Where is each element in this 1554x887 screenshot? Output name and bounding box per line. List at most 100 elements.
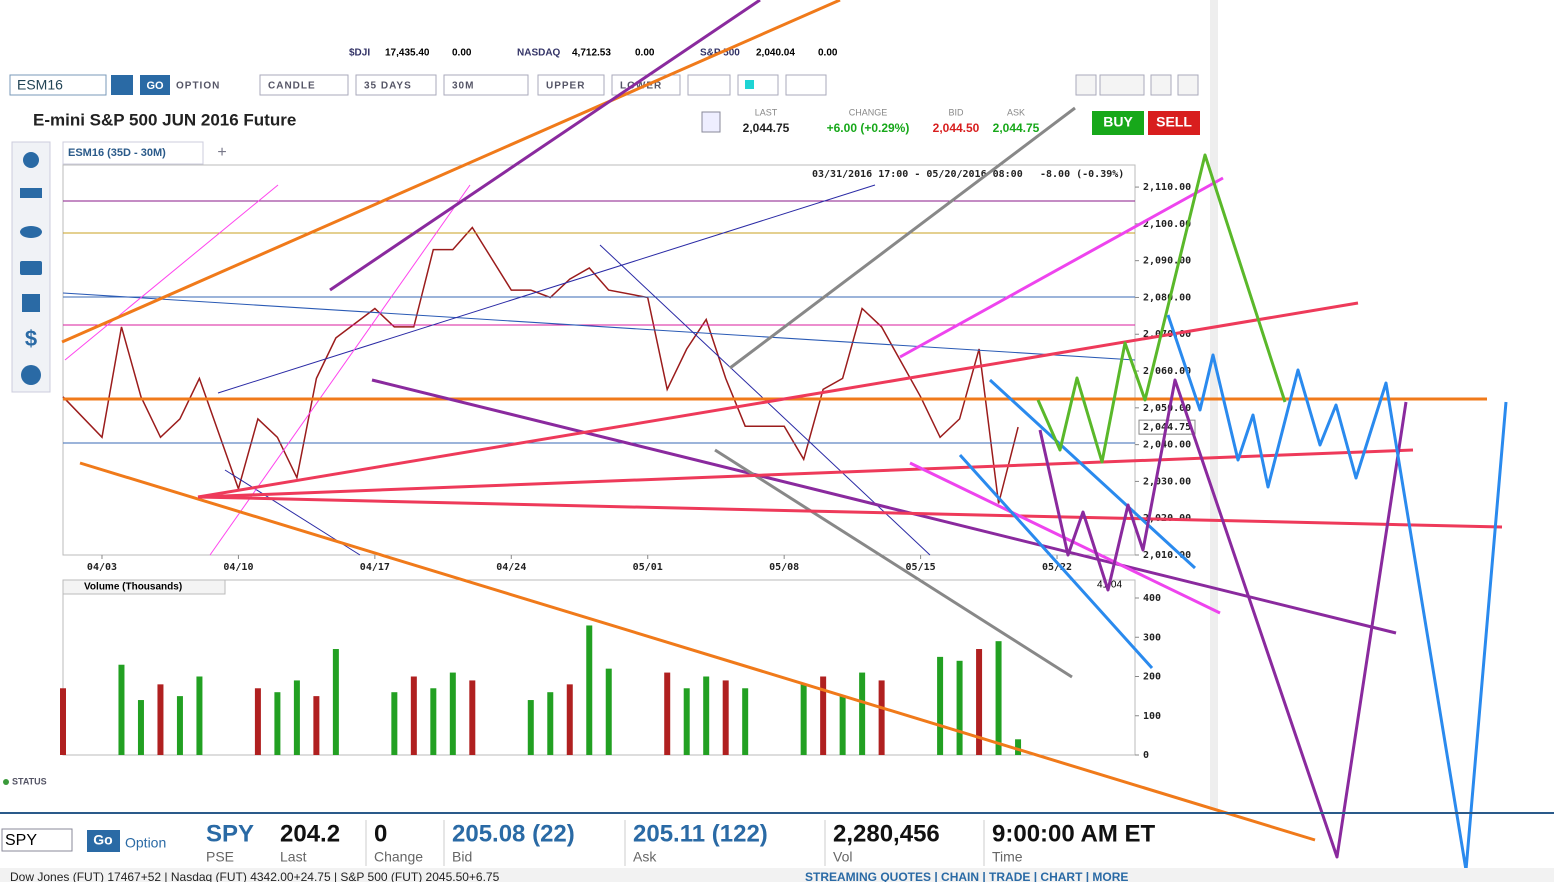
volume-bar	[995, 641, 1002, 755]
go-text: GO	[146, 80, 164, 92]
volume-bar	[196, 676, 203, 755]
draw-tool[interactable]	[687, 74, 731, 96]
color-tool[interactable]	[737, 74, 779, 96]
interval-select[interactable]	[443, 74, 529, 96]
y-tick-label: 400	[1143, 593, 1161, 604]
search-button[interactable]	[111, 75, 133, 95]
divider	[1210, 0, 1218, 810]
volume-bar	[293, 680, 300, 755]
drawn-line	[899, 176, 1224, 359]
volume-bar	[313, 696, 320, 755]
volume-bar	[878, 680, 885, 755]
buy-text: BUY	[1103, 114, 1133, 130]
y-tick-label: 2,010.00	[1143, 550, 1191, 561]
volume-bar	[664, 672, 671, 755]
range-text: 03/31/2016 17:00 - 05/20/2016 08:00	[812, 169, 1023, 180]
volume-bar	[703, 676, 710, 755]
y-tick-label: 2,080.00	[1143, 292, 1191, 303]
quote-value: 2,044.75	[743, 121, 790, 135]
tool-icon[interactable]	[20, 188, 42, 198]
save-button[interactable]	[1099, 74, 1145, 96]
drawn-path	[1036, 153, 1287, 464]
volume-title: Volume (Thousands)	[84, 582, 182, 593]
quote-panel: LAST 2,044.75 CHANGE +6.00 (+0.29%) BID 2,044…	[701, 107, 1040, 135]
field-value: 2,280,456	[833, 820, 940, 847]
field-value: 204.2	[280, 820, 340, 847]
volume-bar	[859, 672, 866, 755]
tool-icon[interactable]	[21, 365, 41, 385]
y-tick-label: 2,050.00	[1143, 403, 1191, 414]
study-line	[209, 184, 471, 556]
add-tab[interactable]: +	[217, 144, 226, 161]
chart-tab[interactable]	[62, 141, 204, 165]
tool-icon[interactable]	[23, 152, 39, 168]
drawn-line	[371, 378, 1397, 635]
study-line	[64, 184, 279, 361]
volume-bar	[176, 696, 183, 755]
tool-icon[interactable]	[22, 294, 40, 312]
volume-bar	[722, 680, 729, 755]
toolbar: ESM16 GO OPTION CANDLE 35 DAYS 30M UPPER…	[9, 74, 1199, 96]
drawn-line	[329, 0, 761, 292]
volume-bar	[742, 688, 749, 755]
y-tick-label: 2,110.00	[1143, 182, 1191, 193]
sell-button[interactable]	[1148, 111, 1200, 135]
study-line	[62, 292, 1136, 361]
option-text[interactable]: OPTION	[176, 81, 220, 92]
tool-icon[interactable]: $	[25, 326, 37, 351]
drawn-line	[958, 453, 1154, 670]
change-text: -8.00 (-0.39%)	[1040, 169, 1124, 180]
popout-button[interactable]	[1177, 74, 1199, 96]
field-value: 9:00:00 AM ET	[992, 820, 1156, 847]
volume-bar	[410, 676, 417, 755]
field-label: Last	[280, 849, 307, 865]
quote-symbol: SPY	[206, 820, 254, 847]
quote-go[interactable]	[87, 830, 120, 852]
upper-select[interactable]	[537, 74, 605, 96]
field-value: 0	[374, 820, 387, 847]
field-label: Vol	[833, 849, 852, 865]
volume-bar	[1015, 739, 1022, 755]
symbol-text: ESM16	[17, 77, 63, 93]
ticker-change: 0.00	[818, 48, 838, 59]
range-select[interactable]	[355, 74, 437, 96]
quote-exchange: PSE	[206, 849, 234, 865]
quote-value: 2,044.50	[933, 121, 980, 135]
volume-bar	[683, 688, 690, 755]
x-tick-label: 04/03	[87, 562, 117, 573]
y-tick-label: 100	[1143, 711, 1161, 722]
volume-bar	[820, 676, 827, 755]
x-tick-label: 05/22	[1042, 562, 1072, 573]
drawn-line	[197, 301, 1359, 499]
quote-fields: 204.2 Last 0 Change 205.08 (22) Bid 205.11 (12…	[280, 820, 1156, 866]
field-label: Change	[374, 849, 423, 865]
drawn-path	[1038, 378, 1408, 859]
drawn-path	[1166, 314, 1508, 872]
ticker-bar: $DJI 17,435.40 0.00 NASDAQ 4,712.53 0.00…	[349, 48, 838, 59]
tool-icon[interactable]	[20, 226, 42, 238]
delete-tool[interactable]	[785, 74, 827, 96]
field-value: 205.11 (122)	[633, 820, 768, 847]
quote-input[interactable]	[1, 828, 73, 852]
volume-bar	[605, 668, 612, 755]
volume-bar	[137, 700, 144, 755]
tool-icon[interactable]	[20, 261, 42, 275]
drawn-line	[729, 106, 1076, 370]
buy-button[interactable]	[1092, 111, 1144, 135]
settings-button[interactable]	[1075, 74, 1097, 96]
footer-links[interactable]: STREAMING QUOTES | CHAIN | TRADE | CHART…	[805, 870, 1128, 884]
volume-bar	[956, 660, 963, 755]
x-tick-label: 05/08	[769, 562, 799, 573]
y-tick-label: 200	[1143, 672, 1161, 683]
y-tick-label: 2,030.00	[1143, 476, 1191, 487]
print-button[interactable]	[1150, 74, 1172, 96]
ticker-value: 17,435.40	[385, 48, 430, 59]
volume-plot	[62, 579, 1136, 756]
quote-label: ASK	[1007, 107, 1025, 117]
symbol-input[interactable]	[9, 74, 107, 96]
field-label: Time	[992, 849, 1023, 865]
quote-option[interactable]: Option	[125, 835, 166, 851]
style-select[interactable]	[259, 74, 349, 96]
go-button[interactable]	[140, 75, 170, 95]
